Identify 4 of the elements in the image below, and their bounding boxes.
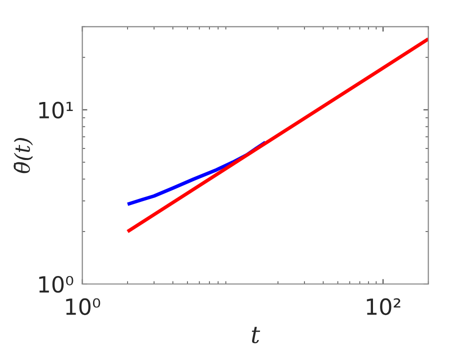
x-axis-title: t	[252, 326, 260, 344]
y-axis-title: θ̄(t)	[14, 138, 33, 174]
x-tick-label: 10²	[366, 298, 400, 316]
y-tick-label: 10¹	[39, 102, 73, 119]
